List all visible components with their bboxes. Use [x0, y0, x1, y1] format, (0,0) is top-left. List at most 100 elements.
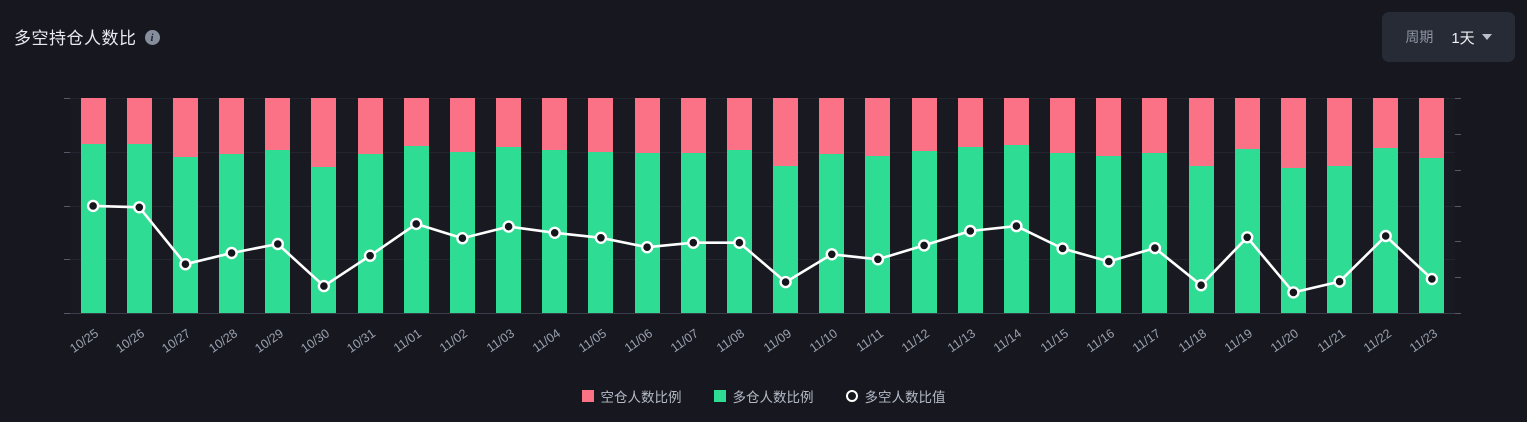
line-marker[interactable] — [1425, 272, 1439, 286]
line-marker[interactable] — [1102, 255, 1116, 268]
line-marker[interactable] — [271, 237, 285, 251]
bar-column[interactable] — [634, 98, 660, 313]
bar-column[interactable] — [357, 98, 383, 313]
x-axis-tick-label: 11/22 — [1360, 326, 1394, 356]
right-axis-tick-mark — [1455, 241, 1461, 243]
bar-segment-long — [80, 143, 106, 313]
bar-column[interactable] — [1234, 98, 1260, 313]
bar-segment-long — [1050, 153, 1076, 313]
bar-column[interactable] — [1050, 98, 1076, 313]
legend-item[interactable]: 空仓人数比例 — [581, 386, 682, 406]
line-marker[interactable] — [548, 226, 561, 240]
right-axis-tick-mark — [1455, 98, 1461, 99]
line-marker[interactable] — [456, 231, 469, 245]
x-axis-tick-label: 11/13 — [945, 326, 979, 356]
legend-item[interactable]: 多仓人数比例 — [713, 386, 814, 406]
left-axis-tick-mark — [64, 259, 70, 261]
line-marker[interactable] — [225, 246, 238, 260]
bar-segment-short — [1327, 98, 1353, 166]
bar-column[interactable] — [1419, 98, 1445, 313]
line-marker[interactable] — [825, 248, 838, 261]
bar-segment-long — [773, 166, 799, 313]
bar-segment-long — [1327, 165, 1353, 313]
line-marker[interactable] — [1379, 229, 1392, 243]
ratio-line — [91, 204, 1434, 294]
bar-column[interactable] — [1327, 98, 1353, 313]
plot-area[interactable]: 0%50%100% 1.603.204.806.40 — [64, 98, 1461, 314]
period-value-group[interactable]: 1天 — [1451, 27, 1492, 48]
bar-segment-long — [1142, 153, 1168, 313]
bar-segment-short — [1096, 98, 1122, 157]
line-marker[interactable] — [1148, 241, 1162, 255]
legend-item[interactable]: 多空人数比值 — [845, 386, 946, 406]
bar-segment-short — [265, 98, 291, 151]
line-marker[interactable] — [1194, 278, 1208, 292]
bar-segment-short — [1280, 98, 1306, 168]
x-axis-tick-label: 11/12 — [899, 326, 933, 356]
bar-segment-short — [311, 98, 337, 167]
bar-segment-short — [496, 98, 522, 148]
bar-column[interactable] — [126, 98, 152, 313]
x-axis-tick-label: 11/17 — [1130, 326, 1163, 356]
bar-column[interactable] — [265, 98, 291, 313]
line-marker[interactable] — [133, 201, 146, 214]
bar-segment-long — [819, 153, 845, 313]
bar-segment-long — [126, 143, 152, 313]
bar-column[interactable] — [911, 98, 937, 313]
line-marker[interactable] — [363, 249, 377, 262]
bar-segment-long — [172, 157, 198, 313]
x-axis-tick-label: 11/03 — [483, 326, 517, 356]
bar-column[interactable] — [1373, 98, 1399, 313]
line-marker[interactable] — [917, 239, 931, 252]
line-marker[interactable] — [86, 199, 100, 213]
x-axis-tick-label: 11/01 — [391, 326, 425, 356]
bar-segment-long — [219, 154, 245, 313]
line-marker[interactable] — [1240, 231, 1254, 244]
line-marker[interactable] — [687, 236, 700, 249]
line-marker[interactable] — [1333, 275, 1346, 288]
bar-column[interactable] — [219, 98, 245, 313]
page-title: 多空持仓人数比 — [14, 29, 137, 48]
line-marker[interactable] — [179, 257, 192, 271]
bar-column[interactable] — [865, 98, 891, 313]
line-marker[interactable] — [502, 220, 515, 233]
bar-column[interactable] — [1096, 98, 1122, 313]
line-marker[interactable] — [317, 279, 331, 293]
line-marker[interactable] — [779, 275, 792, 289]
bar-column[interactable] — [80, 98, 106, 313]
bar-column[interactable] — [819, 98, 845, 313]
bar-segment-short — [911, 98, 937, 152]
x-axis-tick-label: 11/19 — [1222, 326, 1256, 356]
bar-segment-short — [773, 98, 799, 167]
x-axis-tick-label: 10/27 — [159, 326, 194, 356]
chart-area: 0%50%100% 1.603.204.806.40 10/2510/2610/… — [0, 76, 1527, 376]
line-marker[interactable] — [640, 240, 654, 254]
line-marker[interactable] — [871, 253, 885, 266]
bar-column[interactable] — [726, 98, 752, 313]
bar-segment-short — [726, 98, 752, 151]
period-selector[interactable]: 周期 1天 — [1382, 12, 1515, 62]
left-axis-tick-mark — [64, 205, 70, 207]
legend-label: 多仓人数比例 — [732, 390, 814, 405]
info-icon[interactable]: i — [144, 30, 160, 45]
bar-column[interactable] — [680, 98, 706, 313]
line-marker[interactable] — [1287, 286, 1300, 299]
x-axis-tick-label: 11/20 — [1268, 326, 1302, 356]
x-axis-tick-label: 10/29 — [252, 326, 286, 356]
bar-column[interactable] — [773, 98, 799, 313]
line-marker[interactable] — [410, 217, 423, 231]
left-axis-tick-mark — [64, 98, 70, 99]
bar-segment-short — [1003, 98, 1029, 146]
bar-column[interactable] — [1142, 98, 1168, 313]
line-marker[interactable] — [1056, 242, 1069, 255]
line-marker[interactable] — [1010, 219, 1023, 233]
x-axis-tick-label: 11/07 — [668, 326, 702, 356]
line-marker[interactable] — [964, 224, 977, 238]
bar-column[interactable] — [172, 98, 198, 313]
bar-segment-short — [680, 98, 706, 154]
line-marker[interactable] — [733, 236, 746, 249]
bar-segment-long — [265, 150, 291, 313]
line-marker[interactable] — [594, 231, 608, 245]
bar-column[interactable] — [1188, 98, 1214, 313]
